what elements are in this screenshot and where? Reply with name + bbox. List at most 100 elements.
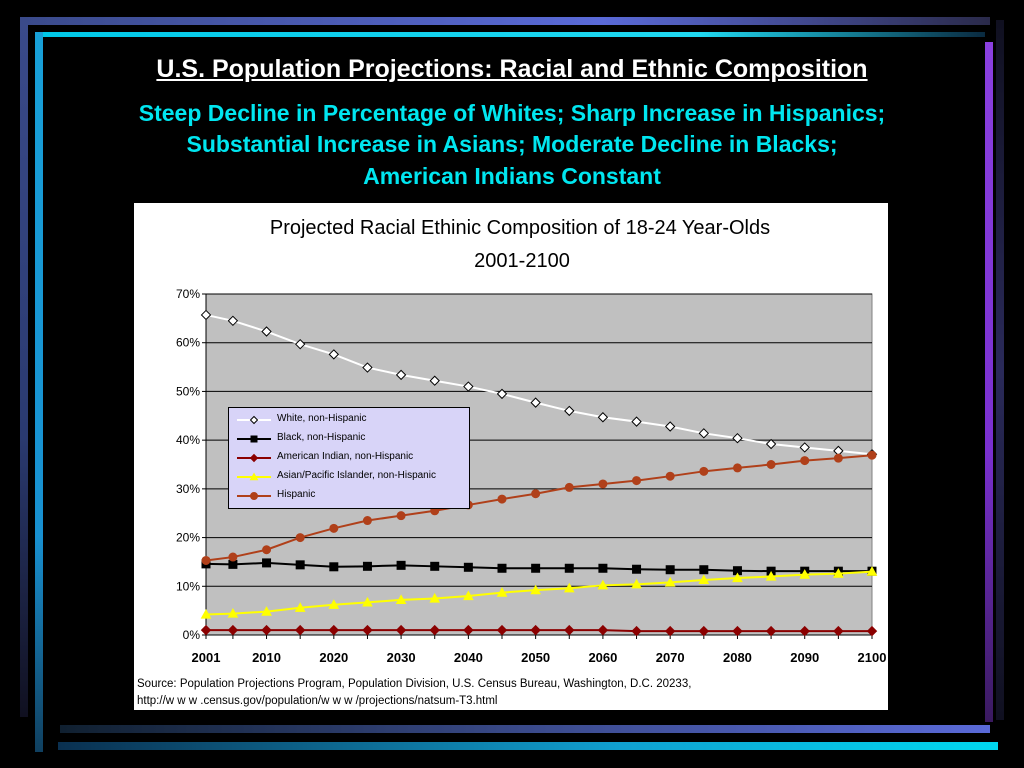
x-tick-label: 2040 xyxy=(454,650,483,665)
legend-label-american-indian: American Indian, non-Hispanic xyxy=(277,451,414,462)
data-point xyxy=(664,576,676,587)
legend-key-hispanic xyxy=(237,492,271,500)
data-point xyxy=(200,624,212,636)
x-tick-label: 2070 xyxy=(656,650,685,665)
y-tick-label: 20% xyxy=(176,531,200,545)
legend-item-black: Black, non-Hispanic xyxy=(235,429,467,448)
x-tick-label: 2001 xyxy=(192,650,221,665)
x-tick-label: 2100 xyxy=(858,650,887,665)
data-point xyxy=(396,511,406,521)
data-point xyxy=(597,579,609,590)
x-tick-label: 2020 xyxy=(319,650,348,665)
data-point xyxy=(200,309,212,321)
decorative-bar-bottom-inner xyxy=(58,742,998,750)
data-point xyxy=(631,578,642,589)
series-layer xyxy=(200,309,878,637)
data-point xyxy=(201,555,211,565)
data-point xyxy=(429,592,441,603)
data-point xyxy=(496,388,508,400)
data-point xyxy=(228,552,238,562)
data-point xyxy=(866,566,878,576)
y-tick-label: 30% xyxy=(176,482,200,496)
data-point xyxy=(766,460,776,469)
data-point xyxy=(732,625,743,637)
decorative-bar-left-inner xyxy=(35,32,43,752)
source-note: Source: Population Projections Program, … xyxy=(137,676,885,710)
data-point xyxy=(698,625,710,637)
data-point xyxy=(261,624,272,636)
data-point xyxy=(698,574,710,585)
data-point xyxy=(799,569,811,579)
data-point xyxy=(362,624,373,636)
data-point xyxy=(497,563,507,573)
data-point xyxy=(395,624,407,636)
data-point xyxy=(328,349,340,360)
data-point xyxy=(598,563,608,573)
decorative-bar-right-outer xyxy=(996,20,1004,720)
data-point xyxy=(496,587,508,597)
data-point xyxy=(564,482,574,492)
data-point xyxy=(430,561,440,571)
data-point xyxy=(564,405,575,417)
data-point xyxy=(294,602,306,612)
decorative-bar-top-inner xyxy=(35,32,985,37)
data-point xyxy=(833,453,843,463)
chart-panel: Projected Racial Ethinic Composition of … xyxy=(134,203,888,710)
data-point xyxy=(396,560,406,570)
source-line: Source: Population Projections Program, … xyxy=(137,678,692,690)
x-tick-label: 2060 xyxy=(588,650,617,665)
data-point xyxy=(329,562,339,572)
data-point xyxy=(295,560,305,570)
data-point xyxy=(800,456,810,466)
data-point xyxy=(664,421,676,432)
data-point xyxy=(563,582,575,593)
chart-title-line-2: 2001-2100 xyxy=(474,250,570,272)
data-point xyxy=(227,624,239,636)
data-point xyxy=(699,466,709,476)
legend-item-hispanic: Hispanic xyxy=(235,486,467,505)
data-point xyxy=(833,568,844,578)
data-point xyxy=(866,625,878,637)
data-point xyxy=(632,476,642,486)
data-point xyxy=(429,624,440,636)
data-point xyxy=(463,624,474,636)
data-point xyxy=(463,381,474,392)
data-point xyxy=(632,564,642,574)
data-point xyxy=(463,562,473,572)
x-tick-label: 2090 xyxy=(790,650,819,665)
data-point xyxy=(295,533,305,543)
legend-key-american-indian xyxy=(237,453,271,463)
decorative-bar-right-inner xyxy=(985,42,993,722)
legend: White, non-Hispanic Black, non-Hispanic … xyxy=(228,407,470,509)
data-point xyxy=(261,606,272,616)
source-url: http://w w w .census.gov/population/w w … xyxy=(137,695,498,707)
legend-item-american-indian: American Indian, non-Hispanic xyxy=(235,448,467,467)
legend-key-white xyxy=(237,415,271,425)
y-tick-label: 0% xyxy=(183,628,201,642)
slide-title: U.S. Population Projections: Racial and … xyxy=(156,55,868,83)
decorative-bar-top-outer xyxy=(20,17,990,25)
data-point xyxy=(261,326,272,337)
data-point xyxy=(598,479,608,489)
series-3 xyxy=(200,624,878,637)
data-point xyxy=(328,599,340,609)
x-tick-label: 2050 xyxy=(521,650,550,665)
data-point xyxy=(597,624,609,636)
legend-key-black xyxy=(237,435,271,443)
y-tick-label: 70% xyxy=(176,287,200,301)
decorative-bar-left-outer xyxy=(20,17,28,717)
data-point xyxy=(765,571,777,581)
x-tick-label: 2010 xyxy=(252,650,281,665)
data-point xyxy=(664,625,676,637)
legend-key-marker xyxy=(250,492,258,500)
chart-title-line-1: Projected Racial Ethinic Composition of … xyxy=(270,217,770,239)
data-point xyxy=(496,624,508,636)
y-tick-label: 60% xyxy=(176,336,200,350)
y-tick-label: 40% xyxy=(176,433,200,447)
axes: 0% 10% 20% 30% 40% 50% 60% 70% 2001 2010 2020 2030 2… xyxy=(176,287,886,665)
data-point xyxy=(799,625,810,637)
data-point xyxy=(362,596,373,607)
data-point xyxy=(294,624,306,636)
data-point xyxy=(227,608,239,618)
data-point xyxy=(362,561,372,571)
